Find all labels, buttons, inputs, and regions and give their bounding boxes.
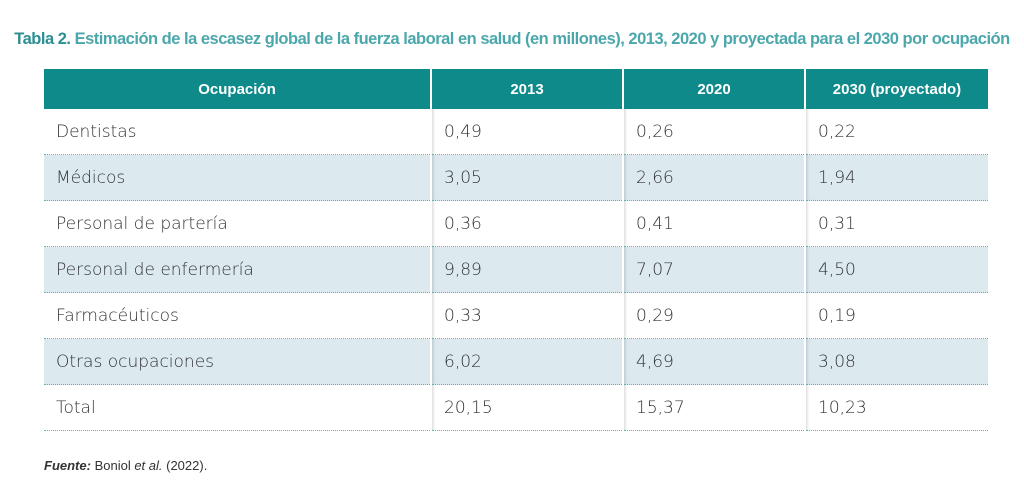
cell-occupation: Dentistas	[44, 109, 431, 155]
header-2020: 2020	[622, 69, 805, 109]
table-caption: Tabla 2. Estimación de la escasez global…	[0, 30, 1024, 49]
cell-value: 0,19	[804, 292, 988, 339]
source-text: Boniol	[90, 458, 135, 473]
cell-value: 0,31	[804, 200, 988, 247]
table-title-text: Estimación de la escasez global de la fu…	[70, 30, 1011, 48]
cell-value: 0,33	[430, 292, 623, 339]
cell-value: 3,08	[804, 338, 988, 385]
cell-value: 3,05	[430, 154, 623, 201]
header-ocupacion: Ocupación	[44, 69, 431, 109]
cell-value: 1,94	[804, 154, 988, 201]
cell-value: 0,49	[430, 109, 623, 155]
table-row: Personal de partería 0,36 0,41 0,31	[44, 200, 988, 247]
shortage-table: Ocupación 2013 2020 2030 (proyectado) De…	[44, 69, 988, 431]
cell-occupation: Personal de enfermería	[44, 246, 431, 293]
header-2013: 2013	[430, 69, 623, 109]
cell-value: 15,37	[622, 384, 805, 431]
source-year: (2022).	[162, 458, 208, 473]
cell-value: 0,41	[622, 200, 805, 247]
cell-value: 4,50	[804, 246, 988, 293]
cell-occupation: Personal de partería	[44, 200, 431, 247]
source-note: Fuente: Boniol et al. (2022).	[44, 458, 207, 473]
header-2030: 2030 (proyectado)	[804, 69, 988, 109]
cell-value: 4,69	[622, 338, 805, 385]
header-row: Ocupación 2013 2020 2030 (proyectado)	[44, 69, 988, 109]
cell-value: 9,89	[430, 246, 623, 293]
cell-value: 7,07	[622, 246, 805, 293]
table-number: Tabla 2.	[14, 30, 71, 48]
cell-value: 0,29	[622, 292, 805, 339]
source-italic: et al.	[134, 458, 163, 473]
cell-value: 0,26	[622, 109, 805, 155]
table-row: Personal de enfermería 9,89 7,07 4,50	[44, 246, 988, 293]
cell-occupation: Total	[44, 384, 431, 431]
table-row: Dentistas 0,49 0,26 0,22	[44, 109, 988, 155]
cell-value: 2,66	[622, 154, 805, 201]
table-row: Farmacéuticos 0,33 0,29 0,19	[44, 292, 988, 339]
cell-occupation: Farmacéuticos	[44, 292, 431, 339]
cell-value: 0,36	[430, 200, 623, 247]
source-label: Fuente:	[44, 458, 91, 473]
total-row: Total 20,15 15,37 10,23	[44, 384, 988, 431]
cell-occupation: Otras ocupaciones	[44, 338, 431, 385]
cell-occupation: Médicos	[44, 154, 431, 201]
table-row: Médicos 3,05 2,66 1,94	[44, 154, 988, 201]
cell-value: 6,02	[430, 338, 623, 385]
cell-value: 10,23	[804, 384, 988, 431]
table-row: Otras ocupaciones 6,02 4,69 3,08	[44, 338, 988, 385]
cell-value: 20,15	[430, 384, 623, 431]
cell-value: 0,22	[804, 109, 988, 155]
